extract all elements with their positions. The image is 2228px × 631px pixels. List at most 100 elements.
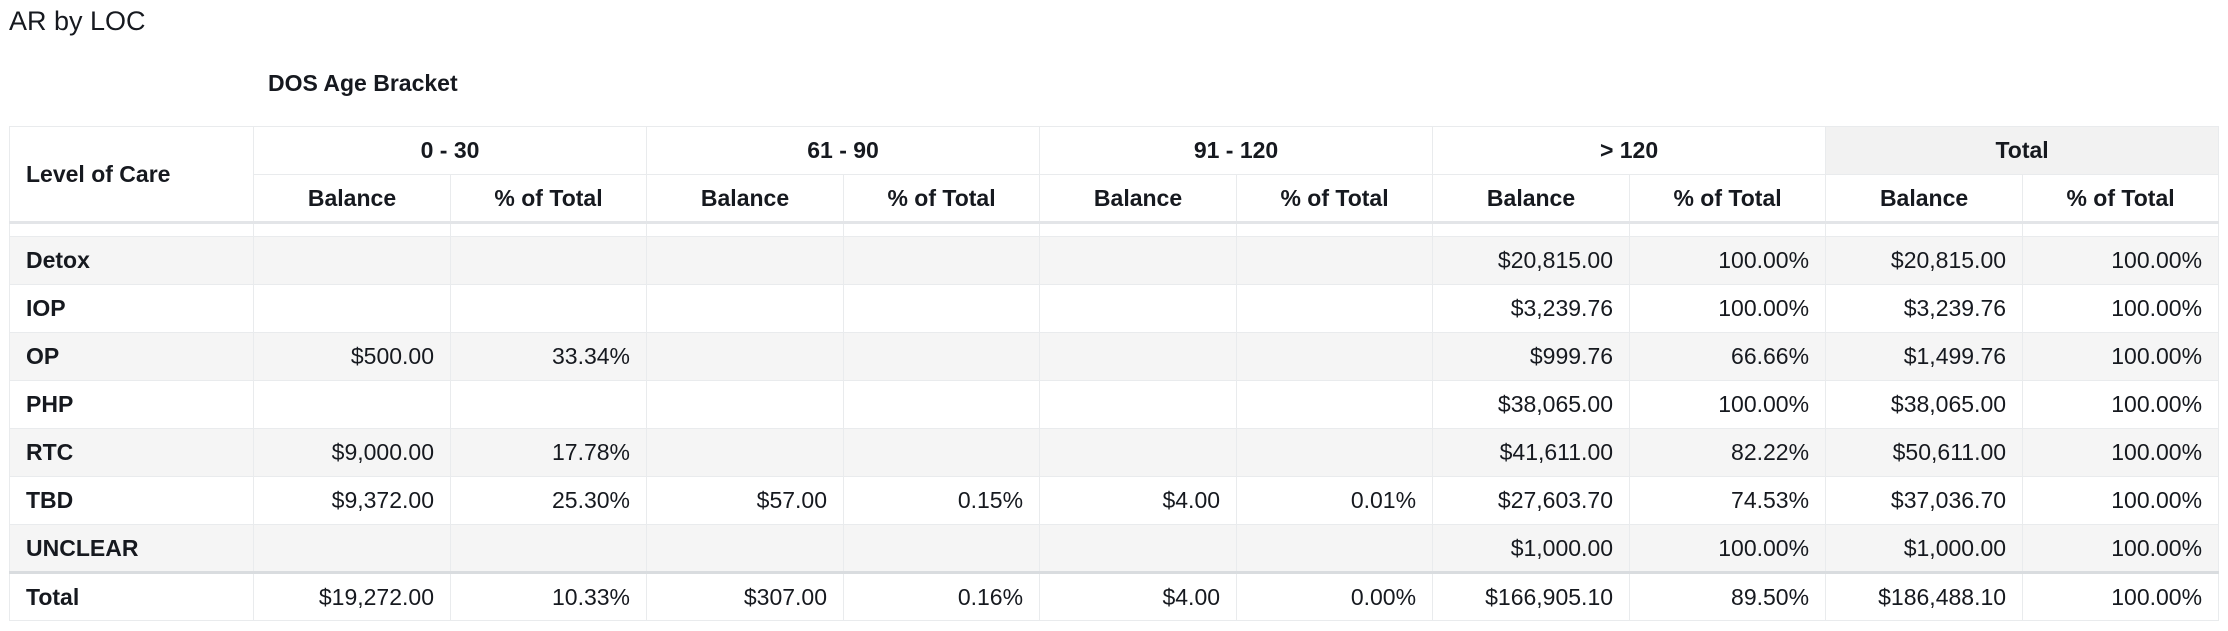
balance-cell: $1,000.00 <box>1432 524 1631 573</box>
row-header-level-of-care[interactable]: Level of Care <box>9 126 254 223</box>
balance-cell: $37,036.70 <box>1825 476 2024 525</box>
total-percent-cell: 100.00% <box>2022 571 2220 621</box>
percent-cell <box>843 284 1041 333</box>
percent-cell <box>449 380 648 429</box>
balance-cell: $9,000.00 <box>253 428 451 477</box>
bracket-header-61-90[interactable]: 61 - 90 <box>646 126 1041 175</box>
percent-cell: 100.00% <box>1629 284 1827 333</box>
balance-cell <box>646 332 845 381</box>
sub-header-percent[interactable]: % of Total <box>843 174 1041 223</box>
balance-cell: $27,603.70 <box>1432 476 1631 525</box>
balance-cell <box>253 380 451 429</box>
total-percent-cell: 89.50% <box>1629 571 1827 621</box>
balance-cell <box>1039 236 1238 285</box>
sub-header-percent[interactable]: % of Total <box>449 174 648 223</box>
total-row-label: Total <box>9 571 254 621</box>
percent-cell <box>843 332 1041 381</box>
percent-cell: 100.00% <box>1629 236 1827 285</box>
total-balance-cell: $19,272.00 <box>253 571 451 621</box>
total-balance-cell: $307.00 <box>646 571 845 621</box>
percent-cell <box>1236 284 1434 333</box>
balance-cell: $41,611.00 <box>1432 428 1631 477</box>
percent-cell <box>449 236 648 285</box>
table-row[interactable]: OP $500.00 33.34% $999.76 66.66% $1,499.76 100… <box>9 332 2220 381</box>
percent-cell: 66.66% <box>1629 332 1827 381</box>
row-label: UNCLEAR <box>9 524 254 573</box>
balance-cell <box>646 236 845 285</box>
percent-cell <box>1236 428 1434 477</box>
balance-cell: $57.00 <box>646 476 845 525</box>
percent-cell: 17.78% <box>449 428 648 477</box>
pivot-body: Detox $20,815.00 100.00% $20,815.00 100.00% I… <box>9 221 2220 621</box>
pivot-table: Level of Care 0 - 30 61 - 90 91 - 120 > … <box>9 126 2220 621</box>
percent-cell: 0.01% <box>1236 476 1434 525</box>
balance-cell <box>253 524 451 573</box>
total-balance-cell: $4.00 <box>1039 571 1238 621</box>
balance-cell: $999.76 <box>1432 332 1631 381</box>
percent-cell: 100.00% <box>1629 524 1827 573</box>
bracket-header-91-120[interactable]: 91 - 120 <box>1039 126 1434 175</box>
balance-cell: $3,239.76 <box>1825 284 2024 333</box>
sub-header-row: Balance % of Total Balance % of Total Ba… <box>10 174 2220 223</box>
percent-cell: 82.22% <box>1629 428 1827 477</box>
sub-header-percent[interactable]: % of Total <box>2022 174 2220 223</box>
balance-cell: $1,499.76 <box>1825 332 2024 381</box>
table-row[interactable]: Detox $20,815.00 100.00% $20,815.00 100.00% <box>9 236 2220 285</box>
bracket-header-row: Level of Care 0 - 30 61 - 90 91 - 120 > … <box>9 126 2220 223</box>
sub-header-percent[interactable]: % of Total <box>1236 174 1434 223</box>
balance-cell: $1,000.00 <box>1825 524 2024 573</box>
total-row[interactable]: Total $19,272.00 10.33% $307.00 0.16% $4.00 0.… <box>9 571 2220 621</box>
balance-cell: $9,372.00 <box>253 476 451 525</box>
percent-cell: 100.00% <box>2022 284 2220 333</box>
percent-cell: 74.53% <box>1629 476 1827 525</box>
sub-header-balance[interactable]: Balance <box>1039 174 1238 223</box>
sub-header-balance[interactable]: Balance <box>253 174 451 223</box>
percent-cell <box>1236 524 1434 573</box>
column-group-label: DOS Age Bracket <box>268 70 458 96</box>
percent-cell <box>449 284 648 333</box>
percent-cell: 100.00% <box>2022 332 2220 381</box>
balance-cell <box>253 284 451 333</box>
balance-cell: $3,239.76 <box>1432 284 1631 333</box>
sub-header-balance[interactable]: Balance <box>1432 174 1631 223</box>
percent-cell: 100.00% <box>2022 236 2220 285</box>
balance-cell: $20,815.00 <box>1825 236 2024 285</box>
balance-cell <box>646 524 845 573</box>
percent-cell: 33.34% <box>449 332 648 381</box>
balance-cell <box>253 236 451 285</box>
balance-cell: $500.00 <box>253 332 451 381</box>
percent-cell <box>1236 236 1434 285</box>
balance-cell <box>646 284 845 333</box>
percent-cell: 0.15% <box>843 476 1041 525</box>
percent-cell: 25.30% <box>449 476 648 525</box>
percent-cell: 100.00% <box>2022 476 2220 525</box>
balance-cell <box>646 380 845 429</box>
table-row[interactable]: PHP $38,065.00 100.00% $38,065.00 100.00% <box>9 380 2220 429</box>
bracket-header-total[interactable]: Total <box>1825 126 2220 175</box>
total-percent-cell: 10.33% <box>449 571 648 621</box>
percent-cell <box>843 236 1041 285</box>
balance-cell <box>1039 284 1238 333</box>
sub-header-balance[interactable]: Balance <box>646 174 845 223</box>
table-row[interactable]: RTC $9,000.00 17.78% $41,611.00 82.22% $50,61… <box>9 428 2220 477</box>
bracket-header-0-30[interactable]: 0 - 30 <box>252 126 648 175</box>
sub-header-balance[interactable]: Balance <box>1825 174 2024 223</box>
row-label: OP <box>9 332 254 381</box>
sub-header-percent[interactable]: % of Total <box>1629 174 1827 223</box>
row-label: IOP <box>9 284 254 333</box>
balance-cell <box>1039 332 1238 381</box>
table-row[interactable]: TBD $9,372.00 25.30% $57.00 0.15% $4.00 0.01% $… <box>9 476 2220 525</box>
table-row[interactable]: IOP $3,239.76 100.00% $3,239.76 100.00% <box>9 284 2220 333</box>
percent-cell <box>843 380 1041 429</box>
row-label: RTC <box>9 428 254 477</box>
bracket-header-over-120[interactable]: > 120 <box>1432 126 1827 175</box>
balance-cell <box>646 428 845 477</box>
percent-cell: 100.00% <box>2022 380 2220 429</box>
balance-cell: $38,065.00 <box>1825 380 2024 429</box>
balance-cell <box>1039 428 1238 477</box>
total-percent-cell: 0.00% <box>1236 571 1434 621</box>
table-row[interactable]: UNCLEAR $1,000.00 100.00% $1,000.00 100.00% <box>9 524 2220 573</box>
row-label: Detox <box>9 236 254 285</box>
percent-cell: 100.00% <box>2022 428 2220 477</box>
visual-title: AR by LOC <box>9 6 146 36</box>
